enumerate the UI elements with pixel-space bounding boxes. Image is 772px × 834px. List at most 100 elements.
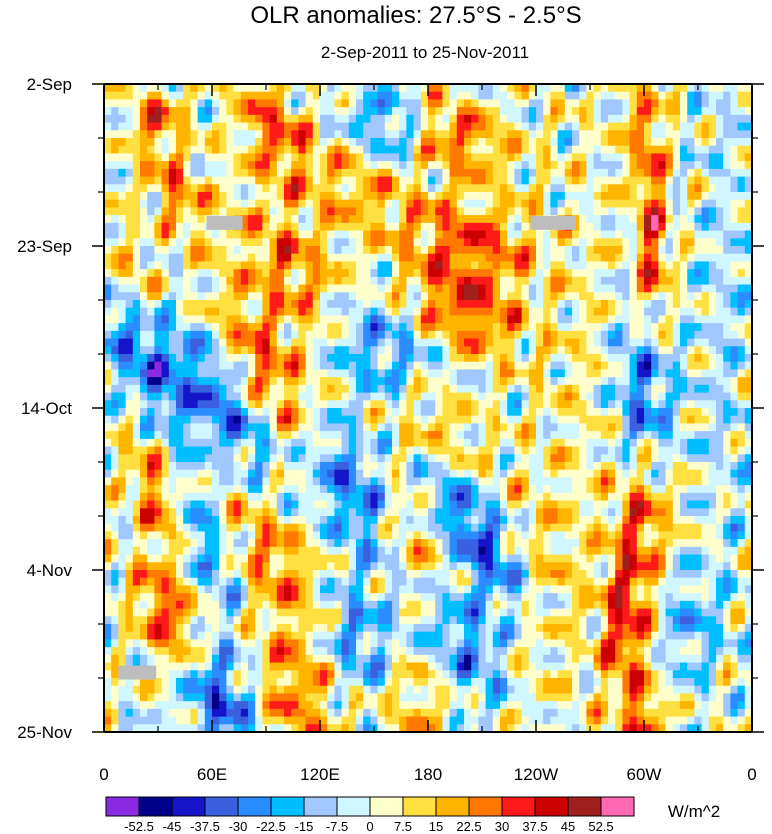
heatmap-cell xyxy=(651,300,659,309)
heatmap-cell xyxy=(255,199,263,209)
heatmap-cell xyxy=(132,508,141,517)
heatmap-cell xyxy=(622,454,631,463)
heatmap-cell xyxy=(406,222,415,232)
heatmap-cell xyxy=(327,492,335,502)
heatmap-cell xyxy=(572,323,580,332)
heatmap-cell xyxy=(104,446,112,455)
heatmap-cell xyxy=(550,408,559,417)
heatmap-cell xyxy=(420,346,429,355)
heatmap-cell xyxy=(514,122,523,131)
heatmap-cell xyxy=(334,153,343,162)
heatmap-cell xyxy=(190,238,199,247)
heatmap-cell xyxy=(665,276,674,286)
heatmap-cell xyxy=(291,153,299,162)
heatmap-cell xyxy=(464,230,472,239)
heatmap-cell xyxy=(284,477,292,486)
heatmap-cell xyxy=(464,107,472,116)
heatmap-cell xyxy=(600,292,609,301)
heatmap-cell xyxy=(190,500,199,509)
heatmap-cell xyxy=(593,500,602,509)
heatmap-cell xyxy=(392,400,400,409)
heatmap-cell xyxy=(449,462,458,471)
heatmap-cell xyxy=(507,323,515,332)
heatmap-cell xyxy=(492,377,501,386)
heatmap-cell xyxy=(608,168,616,178)
heatmap-cell xyxy=(140,153,148,162)
heatmap-cell xyxy=(485,292,494,301)
heatmap-cell xyxy=(651,284,659,293)
heatmap-cell xyxy=(492,253,501,263)
heatmap-cell xyxy=(665,423,674,432)
heatmap-cell xyxy=(291,369,299,378)
heatmap-cell xyxy=(204,199,213,209)
heatmap-cell xyxy=(485,462,494,471)
heatmap-cell xyxy=(687,377,695,386)
heatmap-cell xyxy=(284,84,292,93)
heatmap-cell xyxy=(665,161,674,170)
heatmap-cell xyxy=(586,138,595,147)
heatmap-cell xyxy=(197,315,206,324)
heatmap-cell xyxy=(341,161,350,170)
heatmap-cell xyxy=(356,261,364,270)
heatmap-cell xyxy=(384,330,393,340)
heatmap-cell xyxy=(492,492,501,502)
heatmap-cell xyxy=(334,462,343,471)
heatmap-cell xyxy=(687,153,695,162)
heatmap-cell xyxy=(615,122,623,131)
heatmap-cell xyxy=(478,300,487,309)
heatmap-cell xyxy=(500,192,508,201)
heatmap-cell xyxy=(183,400,191,409)
heatmap-cell xyxy=(125,91,134,101)
heatmap-cell xyxy=(665,114,674,124)
heatmap-cell xyxy=(312,238,321,247)
heatmap-cell xyxy=(651,161,659,170)
heatmap-cell xyxy=(377,446,386,455)
heatmap-cell xyxy=(528,400,537,409)
heatmap-cell xyxy=(572,161,580,170)
heatmap-cell xyxy=(269,184,278,193)
heatmap-cell xyxy=(226,238,235,247)
heatmap-cell xyxy=(442,215,451,224)
heatmap-cell xyxy=(406,346,415,355)
heatmap-cell xyxy=(276,454,285,463)
heatmap-cell xyxy=(204,315,213,324)
heatmap-cell xyxy=(197,168,206,178)
heatmap-cell xyxy=(687,469,695,479)
heatmap-cell xyxy=(435,307,443,317)
heatmap-cell xyxy=(744,454,753,463)
heatmap-cell xyxy=(276,276,285,286)
heatmap-cell xyxy=(500,161,508,170)
heatmap-cell xyxy=(348,122,357,131)
heatmap-cell xyxy=(147,161,155,170)
heatmap-cell xyxy=(435,107,443,116)
heatmap-cell xyxy=(744,423,753,432)
heatmap-cell xyxy=(622,462,631,471)
heatmap-cell xyxy=(104,215,112,224)
heatmap-cell xyxy=(593,477,602,486)
heatmap-cell xyxy=(435,230,443,239)
heatmap-cell xyxy=(600,307,609,317)
heatmap-cell xyxy=(118,246,127,255)
heatmap-cell xyxy=(183,307,191,317)
heatmap-cell xyxy=(132,315,141,324)
heatmap-cell xyxy=(507,400,515,409)
heatmap-cell xyxy=(140,114,148,124)
heatmap-cell xyxy=(586,276,595,286)
heatmap-cell xyxy=(550,361,559,371)
heatmap-cell xyxy=(514,99,523,108)
heatmap-cell xyxy=(507,438,515,448)
heatmap-cell xyxy=(593,261,602,270)
heatmap-cell xyxy=(521,192,530,201)
heatmap-cell xyxy=(327,408,335,417)
heatmap-cell xyxy=(248,261,256,270)
heatmap-cell xyxy=(377,323,386,332)
heatmap-cell xyxy=(644,153,652,162)
heatmap-cell xyxy=(269,508,278,517)
heatmap-cell xyxy=(636,168,645,178)
heatmap-cell xyxy=(377,346,386,355)
heatmap-cell xyxy=(672,284,681,293)
heatmap-cell xyxy=(284,446,292,455)
heatmap-cell xyxy=(176,153,184,162)
heatmap-cell xyxy=(514,338,523,347)
heatmap-cell xyxy=(226,199,235,209)
